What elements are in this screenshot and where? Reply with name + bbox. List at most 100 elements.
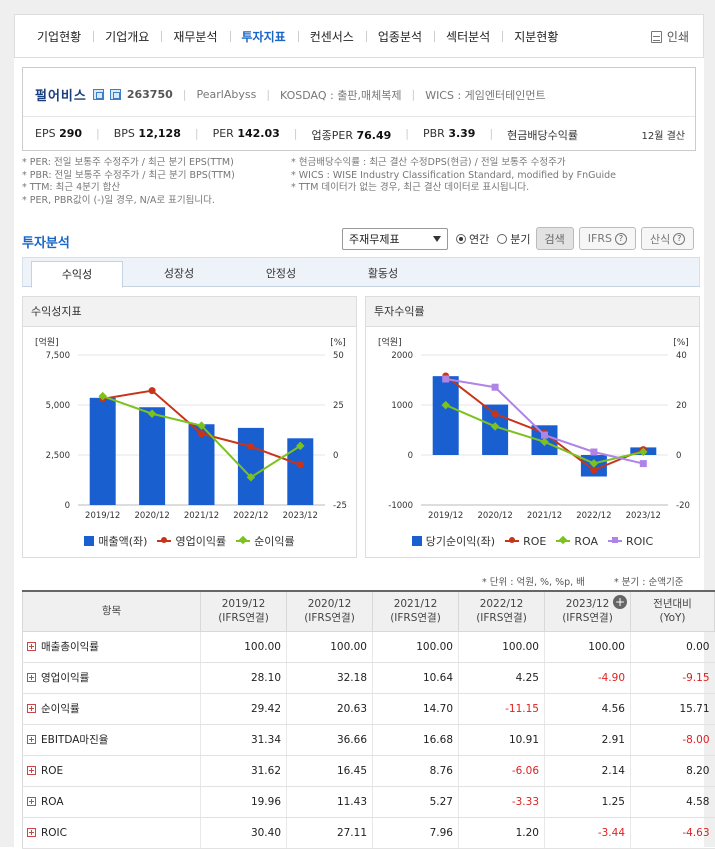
help-icon: ? [614,232,627,245]
tab-1[interactable]: 성장성 [163,267,195,280]
table-cell: -8.00 [630,724,715,756]
header-line1: 2019/12 [221,598,266,611]
add-column-icon[interactable]: + [613,595,627,609]
tab-3[interactable]: 활동성 [367,267,399,280]
legend-item[interactable]: ROA [556,533,598,549]
table-row: 순이익률 29.42 20.63 14.70 -11.15 4.56 15.71 [22,693,715,725]
divider: | [405,127,409,140]
nav-item[interactable]: 업종분석 [365,28,434,45]
legend-item[interactable]: 매출액(좌) [84,533,147,549]
table-cell: 19.96 [200,786,287,818]
point-영업이익률-2021/12 [198,430,205,438]
table-cell: 8.76 [372,755,459,787]
expand-icon[interactable] [27,765,36,775]
expand-icon[interactable] [27,735,36,744]
nav-item[interactable]: 지분현황 [502,28,570,45]
legend-item[interactable]: 영업이익률 [157,533,226,549]
column-header: 2020/12 (IFRS연결) [286,590,373,632]
row-label-cell[interactable]: 매출총이익률 [22,631,201,663]
row-label-cell[interactable]: 영업이익률 [22,662,201,694]
ir-icon[interactable] [109,89,121,100]
table-cell: 100.00 [200,631,287,663]
ratio-table: 항목 2019/12 (IFRS연결) 2020/12 (IFRS연결) 2021/12(… [22,590,715,849]
radio-quarter[interactable]: 분기 [497,231,531,247]
bar-2022/12 [237,427,264,505]
table-cell: -4.63 [630,817,715,849]
home-icon[interactable] [92,89,104,100]
table-cell: 100.00 [372,631,459,663]
legend-line-swatch [505,537,520,543]
expand-icon[interactable] [27,704,36,713]
tab-0[interactable]: 수익성 [31,261,123,288]
ifrs-button[interactable]: IFRS? [578,227,636,250]
column-header: 2022/12 (IFRS연결) [458,590,545,632]
tab-2[interactable]: 안정성 [265,267,297,280]
x-tick-label: 2022/12 [576,511,611,521]
quarter-note: * 분기 : 순액기준 [614,577,684,588]
point-ROA-2023/12 [639,447,648,457]
expand-icon[interactable] [27,673,36,682]
row-label-cell[interactable]: 순이익률 [22,693,201,725]
legend-label: ROIC [625,534,654,548]
point-ROIC-2019/12 [442,375,450,383]
nav-item[interactable]: 투자지표 [229,28,298,45]
left-tick-label: 5,000 [46,401,70,411]
row-label-cell[interactable]: ROA [22,786,201,818]
row-label-cell[interactable]: ROE [22,755,201,787]
header-line2: (IFRS연결) [562,612,613,625]
point-영업이익률-2023/12 [296,461,304,469]
row-label-cell[interactable]: EBITDA마진율 [22,724,201,756]
divider: | [182,88,187,101]
nav-item[interactable]: 섹터분석 [434,28,502,45]
note-line: * PER: 전일 보통주 수정주가 / 최근 분기 EPS(TTM) [22,157,234,168]
legend-bar-swatch [84,536,95,546]
section-title: 투자분석 [22,236,70,251]
print-button[interactable]: 인쇄 [650,28,689,45]
row-label-cell[interactable]: ROIC [22,817,201,849]
nav-item[interactable]: 기업현황 [37,29,82,44]
print-label: 인쇄 [666,30,689,44]
header-line1: 항목 [101,605,122,618]
right-tick-label: 0 [676,451,681,461]
nav-item[interactable]: 컨센서스 [297,28,366,45]
left-tick-label: 7,500 [46,351,70,361]
note-line: * TTM 데이터가 없는 경우, 최근 결산 데이터로 표시됩니다. [291,182,530,193]
point-ROE-2022/12 [590,466,598,474]
legend-bar-swatch [411,536,422,546]
legend-line-swatch [556,540,571,542]
x-tick-label: 2020/12 [477,511,512,521]
x-tick-label: 2021/12 [527,511,562,521]
chart-legend: 당기순이익(좌) ROE ROA ROIC [366,533,699,549]
table-cell: 30.40 [200,817,287,849]
left-unit: [억원] [378,336,402,348]
right-tick-label: 0 [333,451,338,461]
x-tick-label: 2019/12 [428,511,463,521]
left-tick-label: 2,500 [46,451,70,461]
legend-item[interactable]: ROE [505,533,546,549]
formula-button[interactable]: 산식? [640,227,695,250]
nav-item[interactable]: 기업개요 [93,28,161,45]
table-cell: 8.20 [630,755,715,787]
table-cell: 11.43 [286,786,373,818]
nav-item[interactable]: 재무분석 [161,28,229,45]
company-header: 펄어비스 263750 | PearlAbyss | KOSDAQ : 출판,매… [35,85,546,104]
expand-icon[interactable] [27,642,36,651]
expand-icon[interactable] [27,827,36,837]
legend-item[interactable]: 당기순이익(좌) [411,533,495,549]
legend-item[interactable]: ROIC [607,533,654,549]
print-icon [650,30,662,43]
statement-select[interactable]: 주재무제표 [342,227,448,250]
expand-icon[interactable] [27,796,36,806]
table-cell: 4.58 [630,786,715,818]
divider: | [266,88,271,101]
search-button[interactable]: 검색 [535,227,574,250]
metric-value: 3.39 [448,127,476,140]
metric-label: EPS [35,127,60,140]
table-cell: 28.10 [200,662,287,694]
row-label: 순이익률 [41,703,80,715]
bar-2021/12 [188,424,215,505]
radio-annual[interactable]: 연간 [456,231,489,247]
legend-item[interactable]: 순이익률 [236,533,295,549]
x-tick-label: 2022/12 [233,511,268,521]
table-row: EBITDA마진율 31.34 36.66 16.68 10.91 2.91 -8.00 [22,724,715,756]
